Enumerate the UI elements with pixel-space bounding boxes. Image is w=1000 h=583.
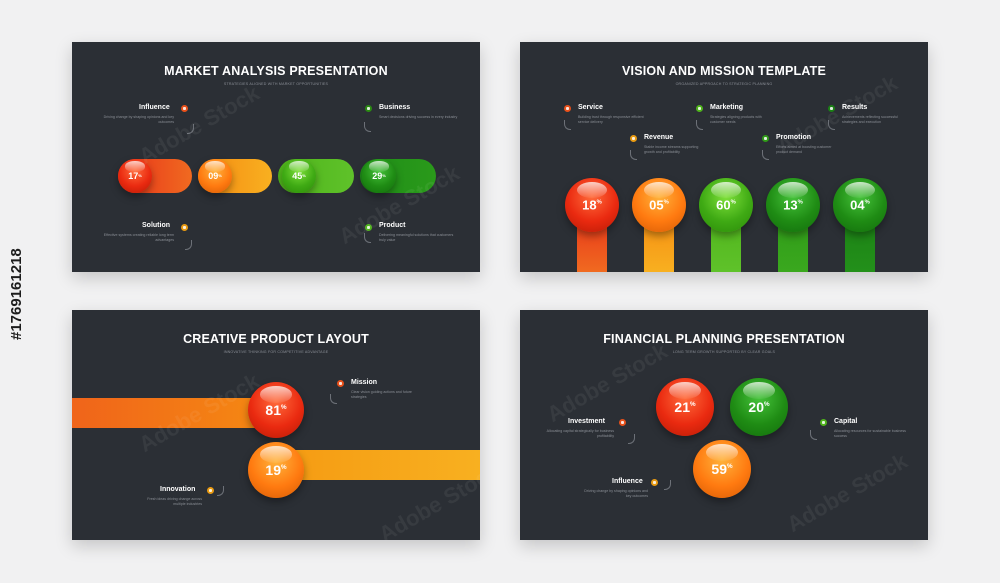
slide-title: FINANCIAL PLANNING PRESENTATION — [603, 332, 845, 346]
connector-arrow — [187, 124, 194, 134]
watermark: Adobe Stock — [134, 80, 264, 170]
connector-arrow — [664, 480, 671, 490]
metric-pill-09: 09% — [198, 159, 272, 193]
item-desc-business: Smart decisions driving success in every… — [379, 115, 458, 119]
connector-arrow — [810, 430, 817, 440]
slide-subtitle: ORGANIZED APPROACH TO STRATEGIC PLANNING — [675, 82, 773, 86]
band-bar-orange — [72, 398, 272, 428]
revenue-icon — [630, 135, 637, 142]
item-label-influence: Influence — [612, 478, 643, 485]
mission-icon — [337, 380, 344, 387]
slide-financial-planning: FINANCIAL PLANNING PRESENTATION LONG TER… — [520, 310, 928, 540]
connector-arrow — [217, 486, 224, 496]
connector-arrow — [762, 150, 769, 160]
item-desc-mission: Clear vision guiding actions and future … — [351, 390, 412, 399]
connector-arrow — [364, 122, 371, 132]
metric-ball-20: 20% — [730, 378, 788, 436]
item-label-influence: Influence — [139, 104, 170, 111]
connector-arrow — [364, 233, 371, 243]
slide-title: VISION AND MISSION TEMPLATE — [621, 64, 827, 78]
metric-ball: 45% — [282, 159, 316, 193]
item-label-marketing: Marketing — [710, 104, 744, 111]
item-desc-influence: Driving change by shaping opinions and k… — [103, 115, 174, 124]
connector-arrow — [330, 394, 337, 404]
item-label-solution: Solution — [142, 222, 170, 229]
item-desc-product: Delivering meaningful solutions that cus… — [379, 233, 454, 242]
slide-subtitle: LONG TERM GROWTH SUPPORTED BY CLEAR GOAL… — [672, 350, 776, 354]
connector-arrow — [564, 120, 571, 130]
metric-ball: 29% — [362, 159, 396, 193]
band-bar-yellow — [272, 450, 480, 480]
connector-arrow — [185, 240, 192, 250]
slide-title: CREATIVE PRODUCT LAYOUT — [183, 332, 369, 346]
metric-pill-17: 17% — [118, 159, 192, 193]
marketing-icon — [696, 105, 703, 112]
item-label-innovation: Innovation — [160, 486, 196, 493]
solution-icon — [181, 224, 188, 231]
item-label-investment: Investment — [568, 418, 605, 425]
item-label-capital: Capital — [834, 418, 858, 425]
metric-ball-18: 18% — [565, 178, 619, 232]
item-desc-revenue: Stable income streams supporting growth … — [644, 145, 699, 154]
slide-market-analysis: MARKET ANALYSIS PRESENTATION STRATEGIES … — [72, 42, 480, 272]
promotion-icon — [762, 135, 769, 142]
item-desc-investment: Allocating capital strategically for bus… — [546, 429, 614, 438]
item-label-product: Product — [379, 222, 406, 229]
metric-ball-05: 05% — [632, 178, 686, 232]
metric-ball: 09% — [198, 159, 232, 193]
slide-subtitle: INNOVATIVE THINKING FOR COMPETITIVE ADVA… — [223, 350, 329, 354]
service-icon — [564, 105, 571, 112]
item-label-revenue: Revenue — [644, 134, 674, 141]
item-desc-marketing: Strategies aligning products with custom… — [710, 115, 762, 124]
slide-subtitle: STRATEGIES ALIGNED WITH MARKET OPPORTUNI… — [223, 82, 329, 86]
slide-creative-product: CREATIVE PRODUCT LAYOUT INNOVATIVE THINK… — [72, 310, 480, 540]
item-desc-capital: Allocating resources for sustainable bus… — [834, 429, 906, 438]
item-label-service: Service — [578, 104, 603, 111]
item-desc-promotion: Efforts aimed at boosting customer produ… — [776, 145, 832, 154]
capital-icon — [820, 419, 827, 426]
metric-pill-29: 29% — [360, 159, 436, 193]
metric-ball-59: 59% — [693, 440, 751, 498]
connector-arrow — [630, 150, 637, 160]
metric-ball: 17% — [118, 159, 152, 193]
business-icon — [365, 105, 372, 112]
side-stock-id: #1769161218 — [8, 248, 25, 340]
metric-ball-21: 21% — [656, 378, 714, 436]
innovation-icon — [207, 487, 214, 494]
item-label-results: Results — [842, 104, 868, 111]
item-desc-service: Building trust through responsive effici… — [578, 115, 644, 124]
stock-id-text: #1769161218 — [8, 248, 25, 340]
item-label-business: Business — [379, 104, 411, 111]
item-label-mission: Mission — [351, 379, 378, 386]
item-label-promotion: Promotion — [776, 134, 811, 141]
watermark: Adobe Stock — [782, 448, 912, 538]
item-desc-innovation: Fresh ideas driving change across multip… — [147, 497, 202, 506]
item-desc-results: Achievements reflecting successful strat… — [842, 115, 898, 124]
item-desc-influence: Driving change by shaping opinions and k… — [584, 489, 648, 498]
investment-icon — [619, 419, 626, 426]
metric-ball-60: 60% — [699, 178, 753, 232]
metric-ball-81: 81% — [248, 382, 304, 438]
metric-ball-04: 04% — [833, 178, 887, 232]
metric-ball-13: 13% — [766, 178, 820, 232]
connector-arrow — [696, 120, 703, 130]
product-icon — [365, 224, 372, 231]
item-desc-solution: Effective systems creating reliable long… — [103, 233, 174, 242]
results-icon — [828, 105, 835, 112]
slide-vision-mission: VISION AND MISSION TEMPLATE ORGANIZED AP… — [520, 42, 928, 272]
metric-ball-19: 19% — [248, 442, 304, 498]
influence-icon — [651, 479, 658, 486]
influence-icon — [181, 105, 188, 112]
connector-arrow — [828, 120, 835, 130]
metric-pill-45: 45% — [278, 159, 354, 193]
slide-title: MARKET ANALYSIS PRESENTATION — [164, 64, 388, 78]
connector-arrow — [628, 434, 635, 444]
